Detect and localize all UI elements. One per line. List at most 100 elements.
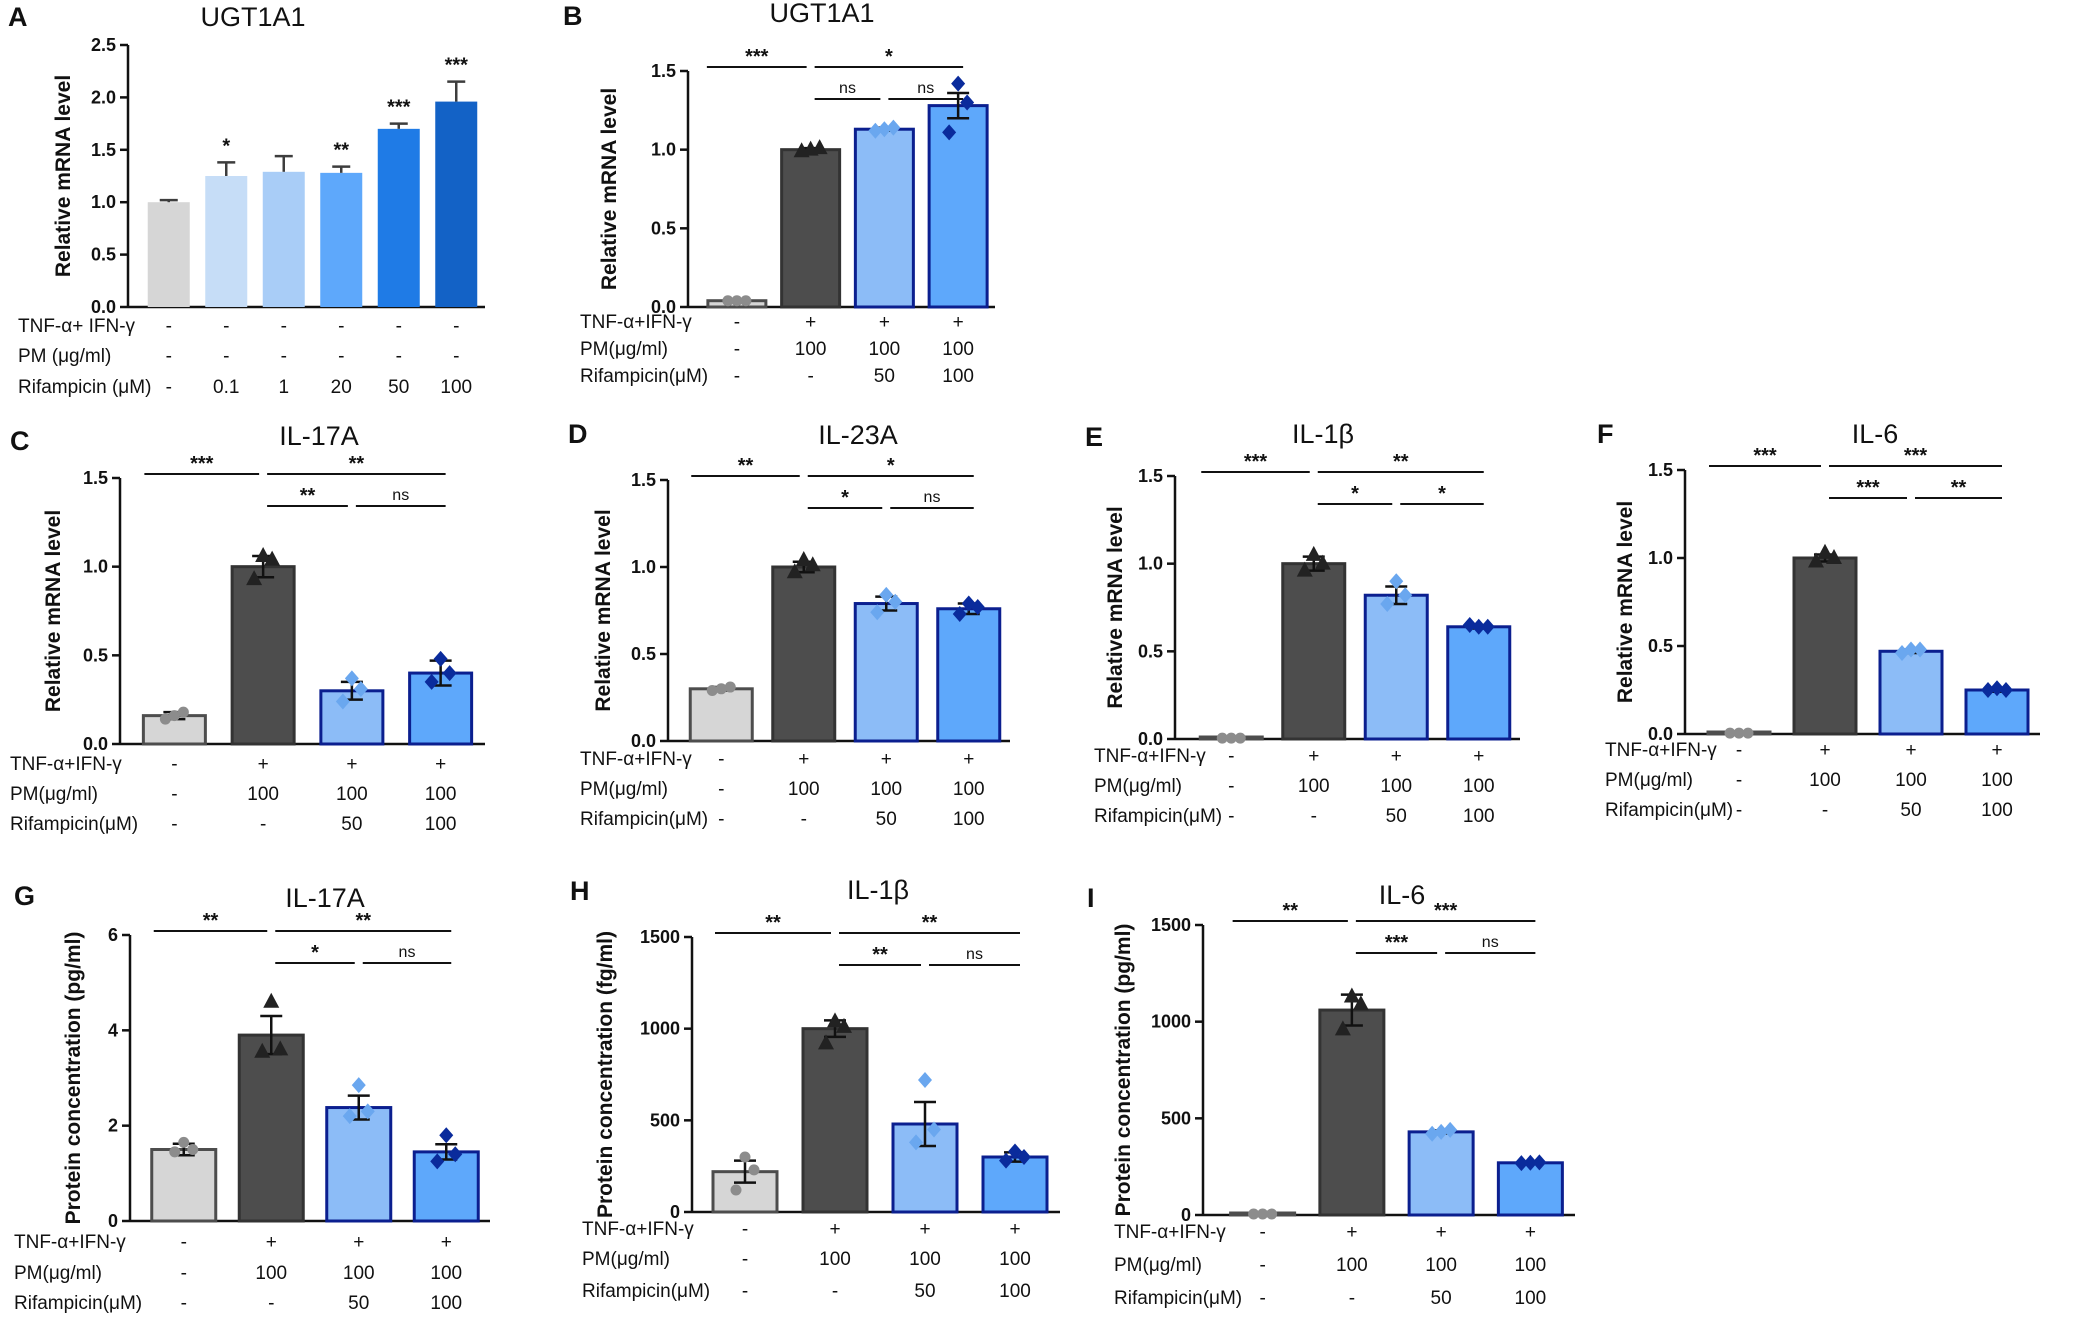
condition-value: + bbox=[805, 312, 816, 333]
diamond-marker bbox=[888, 593, 903, 610]
condition-label: PM(μg/ml) bbox=[1094, 776, 1182, 797]
triangle-marker bbox=[793, 142, 810, 158]
comparison-label: ** bbox=[355, 910, 371, 932]
diamond-marker bbox=[353, 681, 368, 698]
condition-value: 50 bbox=[1386, 806, 1407, 827]
comparison-label: *** bbox=[1904, 445, 1928, 467]
y-tick-label: 1.5 bbox=[1648, 460, 1673, 480]
diamond-marker bbox=[433, 650, 448, 667]
condition-value: 100 bbox=[1425, 1255, 1457, 1276]
comparison-label: ** bbox=[765, 912, 781, 934]
significance-label: ** bbox=[333, 140, 349, 162]
condition-label: PM(μg/ml) bbox=[580, 339, 668, 360]
bar bbox=[230, 565, 296, 746]
condition-value: 100 bbox=[425, 814, 457, 835]
condition-value: 100 bbox=[430, 1293, 462, 1314]
condition-value: 100 bbox=[1336, 1255, 1368, 1276]
condition-value: - bbox=[166, 316, 172, 337]
condition-value: - bbox=[734, 312, 740, 333]
condition-value: 100 bbox=[247, 784, 279, 805]
condition-value: 1 bbox=[278, 377, 289, 398]
chart-title: IL-1β bbox=[1292, 419, 1354, 449]
y-tick-label: 500 bbox=[1161, 1108, 1191, 1128]
condition-label: Rifampicin(μM) bbox=[1114, 1288, 1242, 1309]
condition-value: - bbox=[718, 809, 724, 830]
triangle-marker bbox=[1334, 1020, 1351, 1036]
circle-marker bbox=[724, 681, 736, 693]
comparison-label: * bbox=[885, 46, 893, 68]
condition-label: PM(μg/ml) bbox=[1114, 1255, 1202, 1276]
panel-g: G IL-17A Protein concentration (pg/ml) 0 2 4 6… bbox=[14, 881, 490, 1314]
condition-value: - bbox=[281, 346, 287, 367]
bar bbox=[205, 176, 248, 307]
panel-label: G bbox=[14, 881, 35, 911]
circle-marker bbox=[177, 706, 189, 718]
diamond-marker bbox=[344, 670, 359, 687]
diamond-marker bbox=[1471, 618, 1486, 635]
diamond-marker bbox=[1523, 1154, 1538, 1171]
comparison-label: *** bbox=[1244, 451, 1268, 473]
diamond-marker bbox=[424, 673, 439, 690]
chart-title: IL-17A bbox=[285, 883, 365, 913]
comparison-label: *** bbox=[745, 46, 769, 68]
y-axis-label: Relative mRNA level bbox=[592, 509, 615, 711]
comparison-label: ns bbox=[839, 80, 856, 97]
diamond-marker bbox=[335, 693, 350, 710]
panel-label: H bbox=[570, 876, 590, 906]
condition-value: - bbox=[1259, 1222, 1265, 1243]
diamond-marker bbox=[1462, 617, 1477, 634]
panel-label: B bbox=[563, 1, 583, 31]
diamond-marker bbox=[342, 1108, 357, 1125]
condition-value: + bbox=[346, 754, 357, 775]
condition-value: - bbox=[223, 316, 229, 337]
condition-value: 50 bbox=[876, 809, 897, 830]
condition-value: - bbox=[718, 779, 724, 800]
condition-value: - bbox=[171, 754, 177, 775]
circle-marker bbox=[722, 295, 734, 307]
condition-value: 100 bbox=[343, 1263, 375, 1284]
condition-value: + bbox=[963, 749, 974, 770]
condition-value: 100 bbox=[1981, 770, 2013, 791]
y-tick-label: 0.0 bbox=[91, 297, 116, 317]
bar bbox=[150, 1148, 218, 1223]
comparison-label: ns bbox=[392, 487, 409, 504]
bar bbox=[981, 1155, 1049, 1214]
bar bbox=[1318, 1008, 1386, 1217]
diamond-marker bbox=[879, 586, 894, 603]
condition-value: + bbox=[881, 749, 892, 770]
condition-value: - bbox=[1736, 740, 1742, 761]
condition-value: 100 bbox=[942, 366, 974, 387]
condition-value: - bbox=[1311, 806, 1317, 827]
diamond-marker bbox=[1913, 641, 1927, 658]
y-tick-label: 1.0 bbox=[91, 192, 116, 212]
diamond-marker bbox=[927, 1121, 941, 1138]
condition-value: 100 bbox=[999, 1281, 1031, 1302]
comparison-label: *** bbox=[1856, 477, 1880, 499]
condition-label: PM(μg/ml) bbox=[580, 779, 668, 800]
diamond-marker bbox=[1389, 573, 1404, 590]
condition-value: 100 bbox=[255, 1263, 287, 1284]
bar bbox=[1407, 1130, 1475, 1217]
condition-value: 100 bbox=[425, 784, 457, 805]
diamond-marker bbox=[448, 1146, 463, 1163]
y-tick-label: 0.5 bbox=[83, 645, 108, 665]
diamond-marker bbox=[1434, 1123, 1449, 1140]
panel-c: C IL-17A Relative mRNA level 0.0 0.5 1.0 1.5 **… bbox=[10, 421, 485, 835]
condition-value: - bbox=[453, 346, 459, 367]
condition-value: - bbox=[1259, 1288, 1265, 1309]
circle-marker bbox=[740, 295, 752, 307]
bar bbox=[1964, 688, 2030, 736]
chart-title: UGT1A1 bbox=[200, 2, 305, 32]
y-tick-label: 2 bbox=[108, 1116, 118, 1136]
condition-value: - bbox=[181, 1232, 187, 1253]
y-axis-label: Relative mRNA level bbox=[52, 75, 75, 277]
condition-value: + bbox=[1436, 1222, 1447, 1243]
y-tick-label: 0.5 bbox=[91, 245, 116, 265]
condition-value: - bbox=[260, 814, 266, 835]
condition-value: 100 bbox=[1515, 1255, 1547, 1276]
panel-h: H IL-1β Protein concentration (fg/ml) 0 500 1… bbox=[570, 875, 1060, 1302]
y-tick-label: 0 bbox=[670, 1202, 680, 1222]
condition-label: TNF-α+IFN-γ bbox=[1094, 746, 1206, 767]
y-tick-label: 0 bbox=[1181, 1205, 1191, 1225]
